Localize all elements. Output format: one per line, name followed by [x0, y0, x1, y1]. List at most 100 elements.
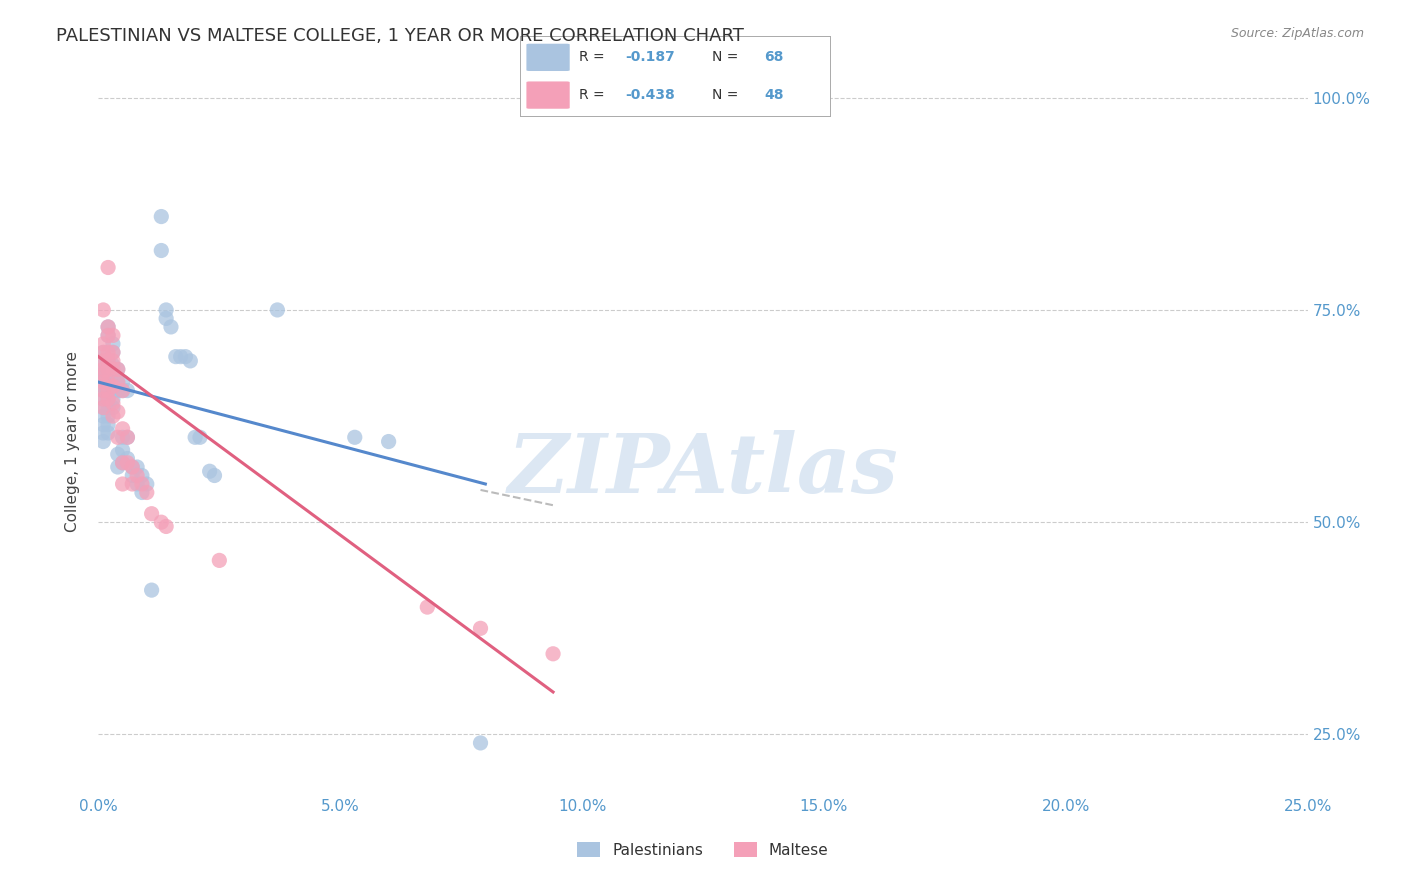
Point — [121, 460, 143, 475]
Point — [131, 468, 153, 483]
Point — [107, 375, 129, 389]
Point — [101, 345, 124, 359]
Point — [121, 477, 143, 491]
Point — [91, 354, 114, 368]
Point — [97, 379, 120, 393]
Point — [107, 375, 129, 389]
Text: R =: R = — [579, 50, 613, 64]
Point — [101, 384, 124, 398]
Point — [101, 401, 124, 415]
Point — [91, 392, 114, 406]
Point — [117, 451, 139, 466]
Point — [117, 430, 139, 444]
Point — [91, 401, 114, 415]
Point — [165, 350, 187, 364]
Point — [101, 379, 124, 393]
Point — [111, 375, 134, 389]
Point — [107, 405, 129, 419]
Point — [470, 736, 492, 750]
Point — [91, 302, 114, 317]
Point — [111, 384, 134, 398]
Point — [91, 362, 114, 376]
Point — [97, 392, 120, 406]
Point — [97, 362, 120, 376]
Point — [107, 384, 129, 398]
Point — [97, 384, 120, 398]
Point — [97, 320, 120, 334]
Point — [101, 358, 124, 372]
Point — [97, 328, 120, 343]
Point — [97, 260, 120, 275]
Point — [135, 477, 157, 491]
Point — [127, 468, 149, 483]
Point — [160, 320, 183, 334]
Point — [150, 210, 173, 224]
Point — [101, 409, 124, 423]
Point — [91, 345, 114, 359]
Point — [91, 417, 114, 432]
Text: 68: 68 — [765, 50, 785, 64]
Point — [470, 621, 492, 635]
Point — [97, 401, 120, 415]
Y-axis label: College, 1 year or more: College, 1 year or more — [65, 351, 80, 532]
Point — [101, 375, 124, 389]
Point — [111, 422, 134, 436]
Point — [117, 384, 139, 398]
Point — [97, 392, 120, 406]
Point — [97, 362, 120, 376]
Text: -0.438: -0.438 — [626, 88, 675, 102]
Point — [155, 311, 177, 326]
Point — [101, 367, 124, 381]
Text: -0.187: -0.187 — [626, 50, 675, 64]
Point — [117, 430, 139, 444]
Point — [97, 354, 120, 368]
Point — [97, 425, 120, 440]
Point — [179, 354, 201, 368]
Point — [97, 409, 120, 423]
Point — [107, 447, 129, 461]
Point — [198, 464, 221, 478]
Point — [188, 430, 211, 444]
Point — [91, 384, 114, 398]
Point — [91, 337, 114, 351]
Point — [131, 485, 153, 500]
Point — [111, 384, 134, 398]
Point — [107, 460, 129, 475]
Point — [101, 392, 124, 406]
Point — [111, 456, 134, 470]
Point — [111, 443, 134, 458]
Point — [101, 345, 124, 359]
Point — [101, 328, 124, 343]
Point — [101, 396, 124, 410]
Point — [127, 460, 149, 475]
Point — [97, 354, 120, 368]
Point — [541, 647, 564, 661]
Point — [169, 350, 191, 364]
Point — [91, 371, 114, 385]
Point — [107, 362, 129, 376]
Point — [107, 362, 129, 376]
FancyBboxPatch shape — [526, 81, 569, 109]
Point — [121, 468, 143, 483]
Point — [155, 302, 177, 317]
Point — [204, 468, 226, 483]
Point — [343, 430, 366, 444]
Point — [91, 425, 114, 440]
Point — [135, 485, 157, 500]
Point — [117, 456, 139, 470]
Text: Source: ZipAtlas.com: Source: ZipAtlas.com — [1230, 27, 1364, 40]
Text: R =: R = — [579, 88, 613, 102]
Point — [174, 350, 197, 364]
Point — [266, 302, 288, 317]
Point — [208, 553, 231, 567]
Point — [97, 328, 120, 343]
Point — [97, 320, 120, 334]
Point — [91, 401, 114, 415]
Point — [91, 409, 114, 423]
Legend: Palestinians, Maltese: Palestinians, Maltese — [571, 836, 835, 863]
Point — [97, 371, 120, 385]
Text: N =: N = — [711, 50, 742, 64]
Text: ZIPAtlas: ZIPAtlas — [508, 430, 898, 509]
Point — [150, 244, 173, 258]
Point — [107, 430, 129, 444]
